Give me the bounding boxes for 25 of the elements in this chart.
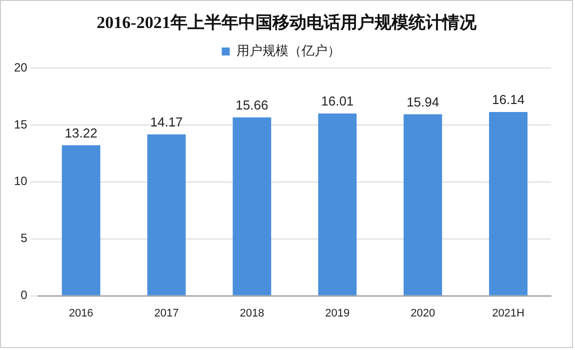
- bar: [232, 117, 272, 296]
- y-tick-label: 15: [14, 117, 28, 132]
- y-tick-label: 0: [20, 288, 28, 302]
- data-label: 13.22: [64, 125, 98, 140]
- bar: [62, 145, 100, 296]
- data-label: 16.14: [492, 92, 525, 108]
- x-tick-label: 2020: [410, 307, 436, 320]
- y-tick-label: 5: [20, 231, 28, 246]
- bar: [404, 114, 442, 296]
- y-tick-label: 10: [14, 174, 28, 188]
- data-label: 15.94: [406, 94, 440, 110]
- legend-label: 用户规模（亿户）: [236, 43, 340, 58]
- chart-title: 2016-2021年上半年中国移动电话用户规模统计情况: [96, 12, 478, 34]
- x-tick-label: 2018: [240, 307, 264, 320]
- x-tick-label: 2019: [325, 307, 350, 320]
- data-label: 15.66: [236, 98, 268, 113]
- x-tick-label: 2016: [68, 307, 94, 320]
- bar: [489, 112, 528, 296]
- data-label: 14.17: [150, 114, 183, 130]
- x-tick-label: 2017: [154, 307, 179, 320]
- x-tick-label: 2021H: [492, 307, 525, 320]
- y-tick-label: 20: [14, 60, 28, 74]
- data-label: 16.01: [321, 94, 354, 109]
- bar: [147, 134, 186, 296]
- bar: [318, 113, 357, 296]
